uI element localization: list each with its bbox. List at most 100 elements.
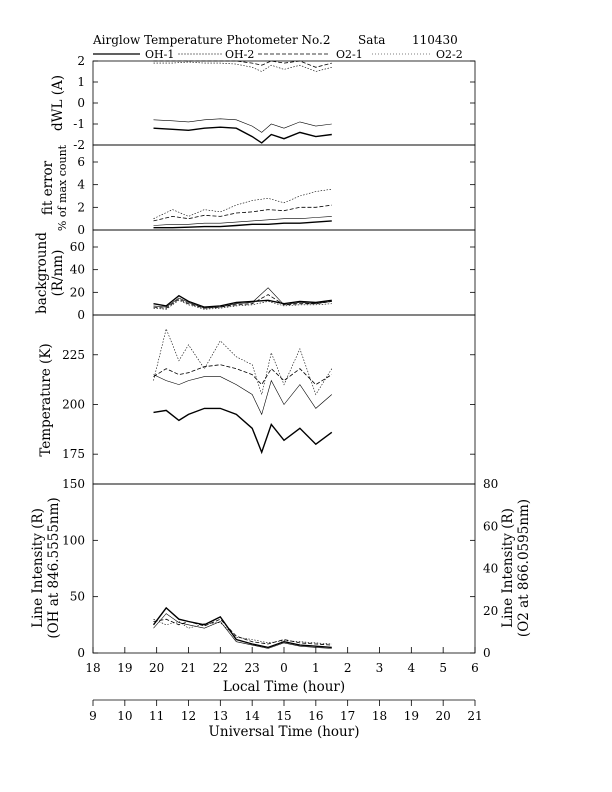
series-line-oh-2 — [153, 613, 332, 649]
panel-temperature-yticks: 175 200 225 — [62, 348, 475, 461]
panel-background-yticks: 0 20 40 60 — [70, 240, 475, 322]
series-line-o2-1 — [153, 294, 332, 309]
ut-axis: 9 10 11 12 13 14 15 16 17 18 19 20 21 — [89, 700, 483, 723]
ytick-label-right: 20 — [483, 604, 498, 618]
ytick-label: 60 — [70, 240, 85, 254]
series-line-o2-2 — [153, 299, 332, 310]
legend-label-o22: O2-2 — [436, 48, 463, 61]
legend-label-o21: O2-1 — [336, 48, 363, 61]
ut-time-label: Universal Time (hour) — [209, 724, 360, 740]
local-time-axis: 18 19 20 21 22 23 0 1 2 3 4 5 6 — [85, 647, 479, 675]
lt-tick-label: 18 — [85, 661, 100, 675]
legend-label-oh1: OH-1 — [145, 48, 174, 61]
series-line-oh-1 — [153, 220, 332, 229]
lt-tick-label: 4 — [408, 661, 416, 675]
lt-tick-label: 22 — [213, 661, 228, 675]
series-line-oh-2 — [153, 287, 332, 309]
ut-tick-label: 11 — [149, 709, 164, 723]
ytick-label: 2 — [77, 200, 85, 214]
series-line-oh-2 — [153, 216, 332, 226]
ytick-label: 175 — [62, 447, 85, 461]
ytick-label: 6 — [77, 155, 85, 169]
ut-tick-label: 16 — [308, 709, 323, 723]
series-line-o2-2 — [153, 327, 333, 396]
ytick-label: 0 — [77, 308, 85, 322]
lt-tick-label: 1 — [312, 661, 320, 675]
ytick-label: 150 — [62, 477, 85, 491]
panel-temperature-ylabel: Temperature (K) — [38, 343, 54, 456]
panel-fit-error-frame — [92, 144, 476, 231]
series-line-oh-1 — [153, 407, 333, 455]
lt-tick-label: 6 — [471, 661, 479, 675]
ut-tick-label: 21 — [467, 709, 482, 723]
series-line-oh-1 — [153, 294, 332, 308]
figure-site: Sata — [358, 33, 385, 47]
ytick-label: -1 — [73, 117, 85, 131]
panel-intensity-ylabel-right: Line Intensity (R) — [500, 508, 516, 628]
panel-intensity-series — [152, 606, 332, 649]
panel-background-ylabel: background — [34, 232, 50, 314]
panel-dwl: -2 -1 0 1 2 dWL (A) — [50, 54, 476, 152]
series-line-o2-2 — [153, 188, 332, 219]
ytick-label-right: 60 — [483, 519, 498, 533]
panel-fit-error-ylabel2: % of max count — [56, 144, 69, 231]
series-line-oh-2 — [153, 118, 332, 133]
panel-intensity-ylabel: Line Intensity (R) — [30, 508, 46, 628]
panel-dwl-ylabel: dWL (A) — [50, 75, 66, 131]
panel-fit-error-yticks: 0 2 4 6 — [77, 155, 475, 237]
panel-intensity-ylabel-right2: (O2 at 866.0595nm) — [516, 499, 532, 637]
series-line-oh-1 — [153, 126, 332, 144]
ut-tick-label: 17 — [340, 709, 355, 723]
lt-tick-label: 23 — [245, 661, 260, 675]
panel-intensity-ylabel2: (OH at 846.5555nm) — [46, 497, 62, 638]
panel-dwl-frame — [92, 60, 476, 146]
ytick-label: 1 — [77, 75, 85, 89]
panel-background-series — [153, 287, 332, 310]
ytick-label: 20 — [70, 285, 85, 299]
ut-tick-label: 18 — [372, 709, 387, 723]
ut-tick-label: 13 — [213, 709, 228, 723]
panel-temperature-frame — [92, 314, 476, 485]
panel-fit-error-series — [153, 188, 332, 229]
panel-intensity-yticks-right: 0 20 40 60 80 — [483, 477, 498, 660]
series-line-o2-1 — [153, 60, 332, 68]
legend-label-oh2: OH-2 — [225, 48, 254, 61]
ytick-label: 4 — [77, 178, 85, 192]
series-line-o2-2 — [153, 618, 332, 645]
panel-background-ylabel2: (R/nm) — [50, 250, 66, 297]
panel-intensity-yticks: 0 50 100 150 — [62, 477, 475, 660]
ytick-label: -2 — [73, 138, 85, 152]
panel-temperature: 175 200 225 Temperature (K) — [38, 314, 476, 485]
lt-tick-label: 2 — [344, 661, 352, 675]
ytick-label: 200 — [62, 397, 85, 411]
figure-title: Airglow Temperature Photometer No.2 — [92, 33, 331, 47]
panel-temperature-series — [153, 327, 333, 455]
ytick-label: 0 — [77, 646, 85, 660]
ytick-label: 0 — [77, 223, 85, 237]
ytick-label: 50 — [70, 590, 85, 604]
ytick-label: 0 — [77, 96, 85, 110]
ut-tick-label: 10 — [117, 709, 132, 723]
panel-intensity-frame — [92, 483, 476, 654]
ytick-label: 100 — [62, 533, 85, 547]
ytick-label: 225 — [62, 348, 85, 362]
lt-tick-label: 0 — [280, 661, 288, 675]
local-time-label: Local Time (hour) — [223, 679, 345, 695]
ytick-label-right: 0 — [483, 646, 491, 660]
panel-dwl-series — [153, 60, 332, 144]
lt-tick-label: 5 — [439, 661, 447, 675]
lt-tick-label: 19 — [117, 661, 132, 675]
lt-tick-label: 20 — [149, 661, 164, 675]
ut-tick-label: 15 — [276, 709, 291, 723]
panel-background: 0 20 40 60 background (R/nm) — [34, 229, 476, 322]
figure-date: 110430 — [412, 33, 458, 47]
lt-tick-label: 21 — [181, 661, 196, 675]
series-line-oh-2 — [153, 374, 332, 416]
panel-fit-error: 0 2 4 6 fit error % of max count — [40, 144, 476, 237]
ytick-label-right: 40 — [483, 562, 498, 576]
panel-background-frame — [92, 229, 476, 316]
ut-tick-label: 20 — [436, 709, 451, 723]
panel-fit-error-ylabel: fit error — [40, 160, 56, 215]
series-line-o2-1 — [153, 204, 332, 222]
